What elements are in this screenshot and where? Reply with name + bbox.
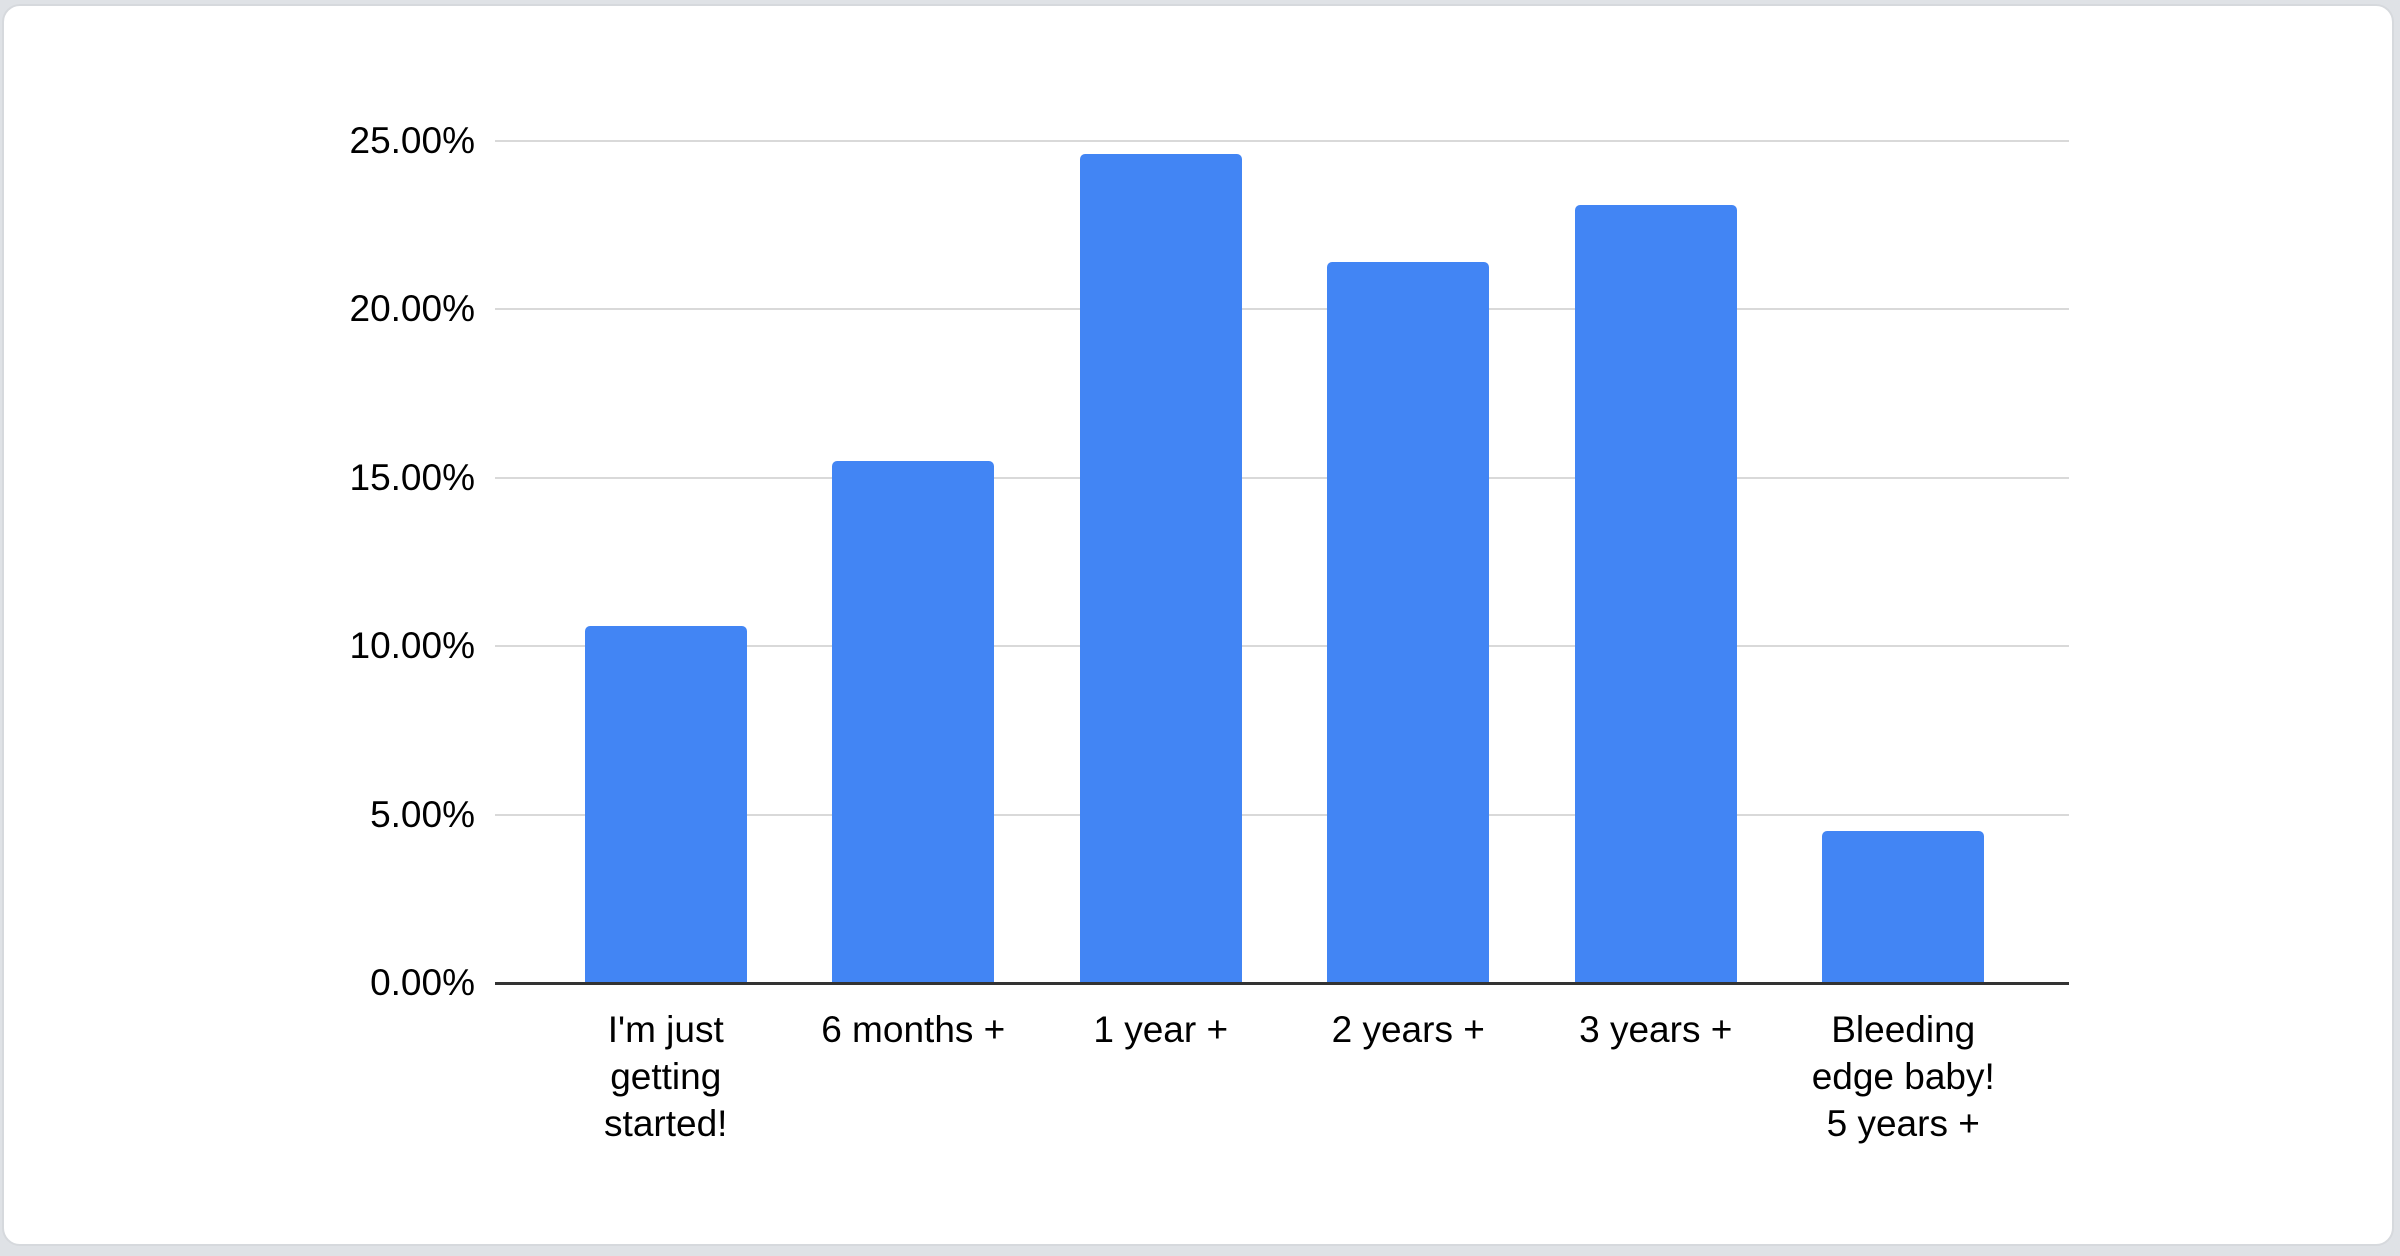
y-tick-label: 10.00% (349, 625, 476, 667)
y-tick-label: 20.00% (349, 288, 476, 330)
bar-5 (1574, 204, 1737, 983)
axes: 0.00% 5.00% 10.00% 15.00% 20.00% 25.00% I'm ju… (4, 6, 2392, 1244)
gridline (495, 813, 2069, 816)
x-category-label-4: 2 years + (1331, 1009, 1485, 1050)
y-tick-label: 15.00% (349, 456, 476, 498)
x-category-label-1: I'm just getting started! (604, 1009, 728, 1144)
gridline (495, 645, 2069, 648)
x-category-label-3: 1 year + (1093, 1009, 1229, 1050)
y-tick-label: 0.00% (370, 962, 475, 1003)
y-tick-label: 25.00% (349, 120, 476, 161)
gridline (495, 476, 2069, 479)
gridline (495, 140, 2069, 142)
x-category-label-6: Bleeding edge baby! 5 years + (1811, 1009, 1995, 1144)
chart-card: 0.00% 5.00% 10.00% 15.00% 20.00% 25.00% I'm ju… (2, 4, 2394, 1246)
x-axis-line (495, 982, 2069, 985)
plot-area (4, 6, 2392, 1244)
x-category-label-2: 6 months + (821, 1009, 1006, 1050)
gridline (495, 308, 2069, 311)
x-category-label-5: 3 years + (1579, 1009, 1733, 1050)
bar-1 (584, 625, 747, 983)
bar-4 (1327, 262, 1490, 983)
bar-6 (1822, 831, 1985, 983)
y-tick-label: 5.00% (370, 793, 475, 835)
bar-3 (1079, 154, 1242, 983)
bar-2 (832, 460, 995, 983)
